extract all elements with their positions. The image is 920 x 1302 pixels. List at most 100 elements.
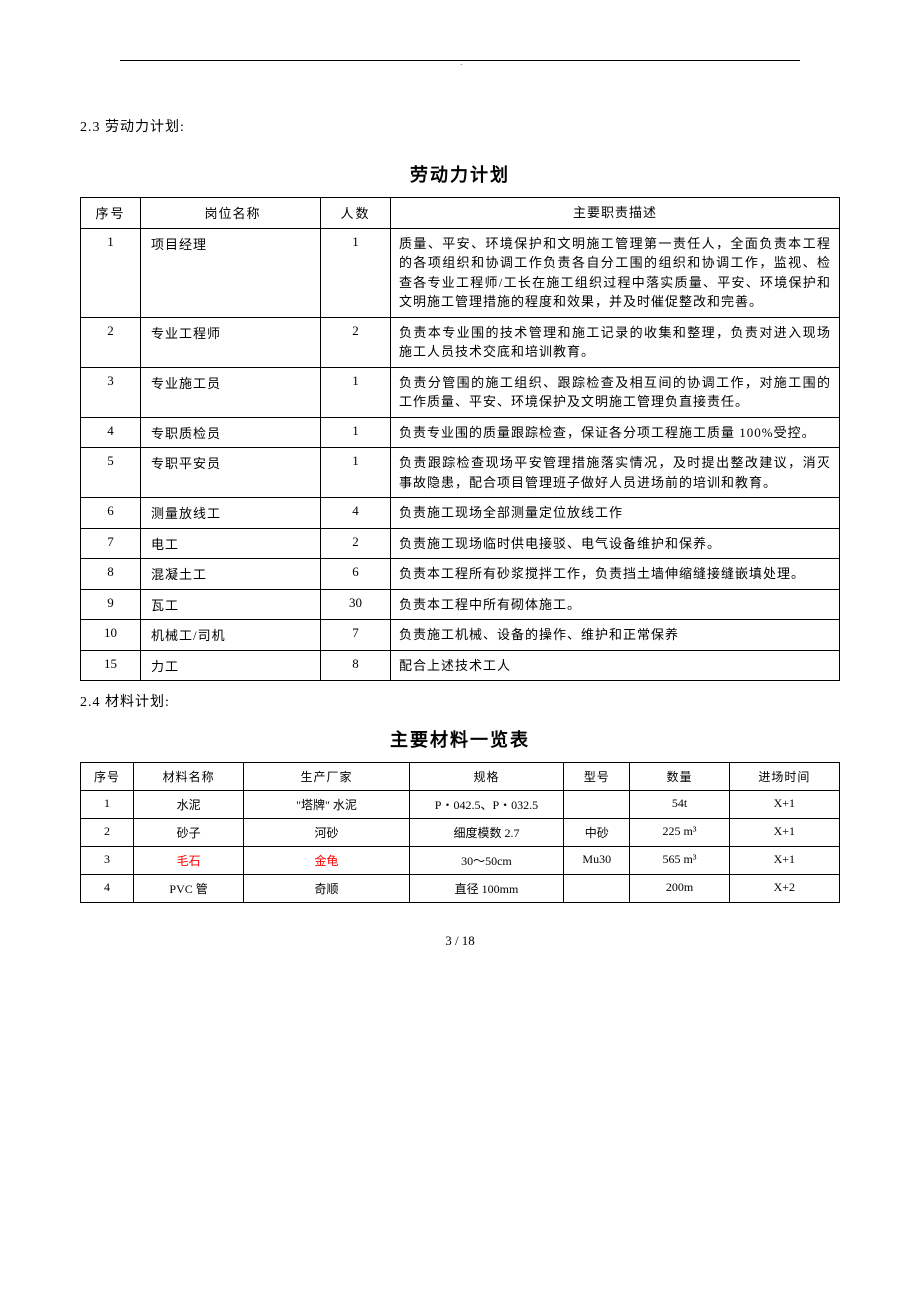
cell-count: 2 bbox=[321, 317, 391, 367]
section-labor-title: 2.3 劳动力计划: bbox=[80, 116, 840, 136]
cell-seq: 3 bbox=[81, 367, 141, 417]
cell-position: 电工 bbox=[141, 528, 321, 559]
material-table: 序号 材料名称 生产厂家 规格 型号 数量 进场时间 1水泥"塔牌" 水泥P・0… bbox=[80, 762, 840, 903]
cell-seq: 2 bbox=[81, 317, 141, 367]
cell-position: 专职质检员 bbox=[141, 417, 321, 448]
cell-count: 1 bbox=[321, 228, 391, 317]
mcell-spec: 30～50cm bbox=[409, 847, 563, 875]
cell-count: 1 bbox=[321, 367, 391, 417]
cell-seq: 7 bbox=[81, 528, 141, 559]
cell-count: 1 bbox=[321, 417, 391, 448]
mcell-model bbox=[564, 791, 630, 819]
cell-count: 8 bbox=[321, 650, 391, 681]
mcell-factory: 奇顺 bbox=[244, 875, 409, 903]
header-count: 人数 bbox=[321, 198, 391, 229]
cell-position: 混凝土工 bbox=[141, 559, 321, 590]
mcell-spec: 直径 100mm bbox=[409, 875, 563, 903]
mcell-seq: 2 bbox=[81, 819, 134, 847]
cell-position: 项目经理 bbox=[141, 228, 321, 317]
mcell-model: 中砂 bbox=[564, 819, 630, 847]
material-table-header-row: 序号 材料名称 生产厂家 规格 型号 数量 进场时间 bbox=[81, 763, 840, 791]
labor-table-title: 劳动力计划 bbox=[80, 161, 840, 187]
cell-position: 专业施工员 bbox=[141, 367, 321, 417]
labor-row: 4专职质检员1负责专业围的质量跟踪检查，保证各分项工程施工质量 100%受控。 bbox=[81, 417, 840, 448]
cell-desc: 质量、平安、环境保护和文明施工管理第一责任人，全面负责本工程的各项组织和协调工作… bbox=[391, 228, 840, 317]
labor-row: 5专职平安员1负责跟踪检查现场平安管理措施落实情况，及时提出整改建议，消灭事故隐… bbox=[81, 448, 840, 498]
mcell-time: X+1 bbox=[729, 791, 839, 819]
cell-seq: 9 bbox=[81, 589, 141, 620]
cell-count: 7 bbox=[321, 620, 391, 651]
mcell-factory: "塔牌" 水泥 bbox=[244, 791, 409, 819]
cell-count: 4 bbox=[321, 498, 391, 529]
cell-desc: 负责跟踪检查现场平安管理措施落实情况，及时提出整改建议，消灭事故隐患，配合项目管… bbox=[391, 448, 840, 498]
header-position: 岗位名称 bbox=[141, 198, 321, 229]
cell-position: 力工 bbox=[141, 650, 321, 681]
labor-row: 8混凝土工6负责本工程所有砂浆搅拌工作，负责挡土墙伸缩缝接缝嵌填处理。 bbox=[81, 559, 840, 590]
header-dot: . bbox=[460, 57, 463, 68]
labor-row: 2专业工程师2负责本专业围的技术管理和施工记录的收集和整理，负责对进入现场施工人… bbox=[81, 317, 840, 367]
page-number: 3 / 18 bbox=[80, 933, 840, 949]
labor-table: 序号 岗位名称 人数 主要职责描述 1项目经理1质量、平安、环境保护和文明施工管… bbox=[80, 197, 840, 681]
cell-desc: 负责分管围的施工组织、跟踪检查及相互间的协调工作，对施工围的工作质量、平安、环境… bbox=[391, 367, 840, 417]
mcell-model: Mu30 bbox=[564, 847, 630, 875]
cell-count: 6 bbox=[321, 559, 391, 590]
cell-position: 测量放线工 bbox=[141, 498, 321, 529]
cell-seq: 1 bbox=[81, 228, 141, 317]
material-table-title: 主要材料一览表 bbox=[80, 726, 840, 752]
material-row: 4PVC 管奇顺直径 100mm 200mX+2 bbox=[81, 875, 840, 903]
cell-desc: 负责施工机械、设备的操作、维护和正常保养 bbox=[391, 620, 840, 651]
labor-row: 6测量放线工4负责施工现场全部测量定位放线工作 bbox=[81, 498, 840, 529]
labor-table-header-row: 序号 岗位名称 人数 主要职责描述 bbox=[81, 198, 840, 229]
mheader-seq: 序号 bbox=[81, 763, 134, 791]
mcell-seq: 1 bbox=[81, 791, 134, 819]
cell-seq: 15 bbox=[81, 650, 141, 681]
mcell-name: 砂子 bbox=[133, 819, 243, 847]
material-row: 3毛石金龟30～50cmMu30565 m³X+1 bbox=[81, 847, 840, 875]
mheader-factory: 生产厂家 bbox=[244, 763, 409, 791]
cell-seq: 10 bbox=[81, 620, 141, 651]
cell-position: 机械工/司机 bbox=[141, 620, 321, 651]
header-rule-line: . bbox=[80, 60, 840, 76]
labor-row: 10机械工/司机7负责施工机械、设备的操作、维护和正常保养 bbox=[81, 620, 840, 651]
cell-desc: 负责本工程所有砂浆搅拌工作，负责挡土墙伸缩缝接缝嵌填处理。 bbox=[391, 559, 840, 590]
header-desc: 主要职责描述 bbox=[391, 198, 840, 229]
mcell-qty: 565 m³ bbox=[630, 847, 729, 875]
cell-seq: 6 bbox=[81, 498, 141, 529]
cell-desc: 负责施工现场临时供电接驳、电气设备维护和保养。 bbox=[391, 528, 840, 559]
labor-row: 15力工8配合上述技术工人 bbox=[81, 650, 840, 681]
mcell-spec: 细度模数 2.7 bbox=[409, 819, 563, 847]
cell-seq: 8 bbox=[81, 559, 141, 590]
mheader-name: 材料名称 bbox=[133, 763, 243, 791]
cell-position: 专职平安员 bbox=[141, 448, 321, 498]
labor-row: 9瓦工30负责本工程中所有砌体施工。 bbox=[81, 589, 840, 620]
cell-desc: 配合上述技术工人 bbox=[391, 650, 840, 681]
labor-row: 3专业施工员1负责分管围的施工组织、跟踪检查及相互间的协调工作，对施工围的工作质… bbox=[81, 367, 840, 417]
mcell-spec: P・042.5、P・032.5 bbox=[409, 791, 563, 819]
mcell-seq: 4 bbox=[81, 875, 134, 903]
mcell-name: 毛石 bbox=[133, 847, 243, 875]
mcell-time: X+1 bbox=[729, 847, 839, 875]
labor-row: 7电工2负责施工现场临时供电接驳、电气设备维护和保养。 bbox=[81, 528, 840, 559]
section-material-title: 2.4 材料计划: bbox=[80, 691, 840, 711]
cell-count: 1 bbox=[321, 448, 391, 498]
cell-seq: 5 bbox=[81, 448, 141, 498]
mcell-name: PVC 管 bbox=[133, 875, 243, 903]
cell-position: 专业工程师 bbox=[141, 317, 321, 367]
cell-count: 30 bbox=[321, 589, 391, 620]
header-seq: 序号 bbox=[81, 198, 141, 229]
mheader-qty: 数量 bbox=[630, 763, 729, 791]
mcell-factory: 金龟 bbox=[244, 847, 409, 875]
cell-desc: 负责专业围的质量跟踪检查，保证各分项工程施工质量 100%受控。 bbox=[391, 417, 840, 448]
cell-count: 2 bbox=[321, 528, 391, 559]
mcell-qty: 200m bbox=[630, 875, 729, 903]
mheader-time: 进场时间 bbox=[729, 763, 839, 791]
mcell-name: 水泥 bbox=[133, 791, 243, 819]
mheader-model: 型号 bbox=[564, 763, 630, 791]
cell-seq: 4 bbox=[81, 417, 141, 448]
material-row: 2砂子河砂细度模数 2.7中砂225 m³X+1 bbox=[81, 819, 840, 847]
labor-row: 1项目经理1质量、平安、环境保护和文明施工管理第一责任人，全面负责本工程的各项组… bbox=[81, 228, 840, 317]
mcell-seq: 3 bbox=[81, 847, 134, 875]
cell-desc: 负责本专业围的技术管理和施工记录的收集和整理，负责对进入现场施工人员技术交底和培… bbox=[391, 317, 840, 367]
mheader-spec: 规格 bbox=[409, 763, 563, 791]
mcell-time: X+2 bbox=[729, 875, 839, 903]
